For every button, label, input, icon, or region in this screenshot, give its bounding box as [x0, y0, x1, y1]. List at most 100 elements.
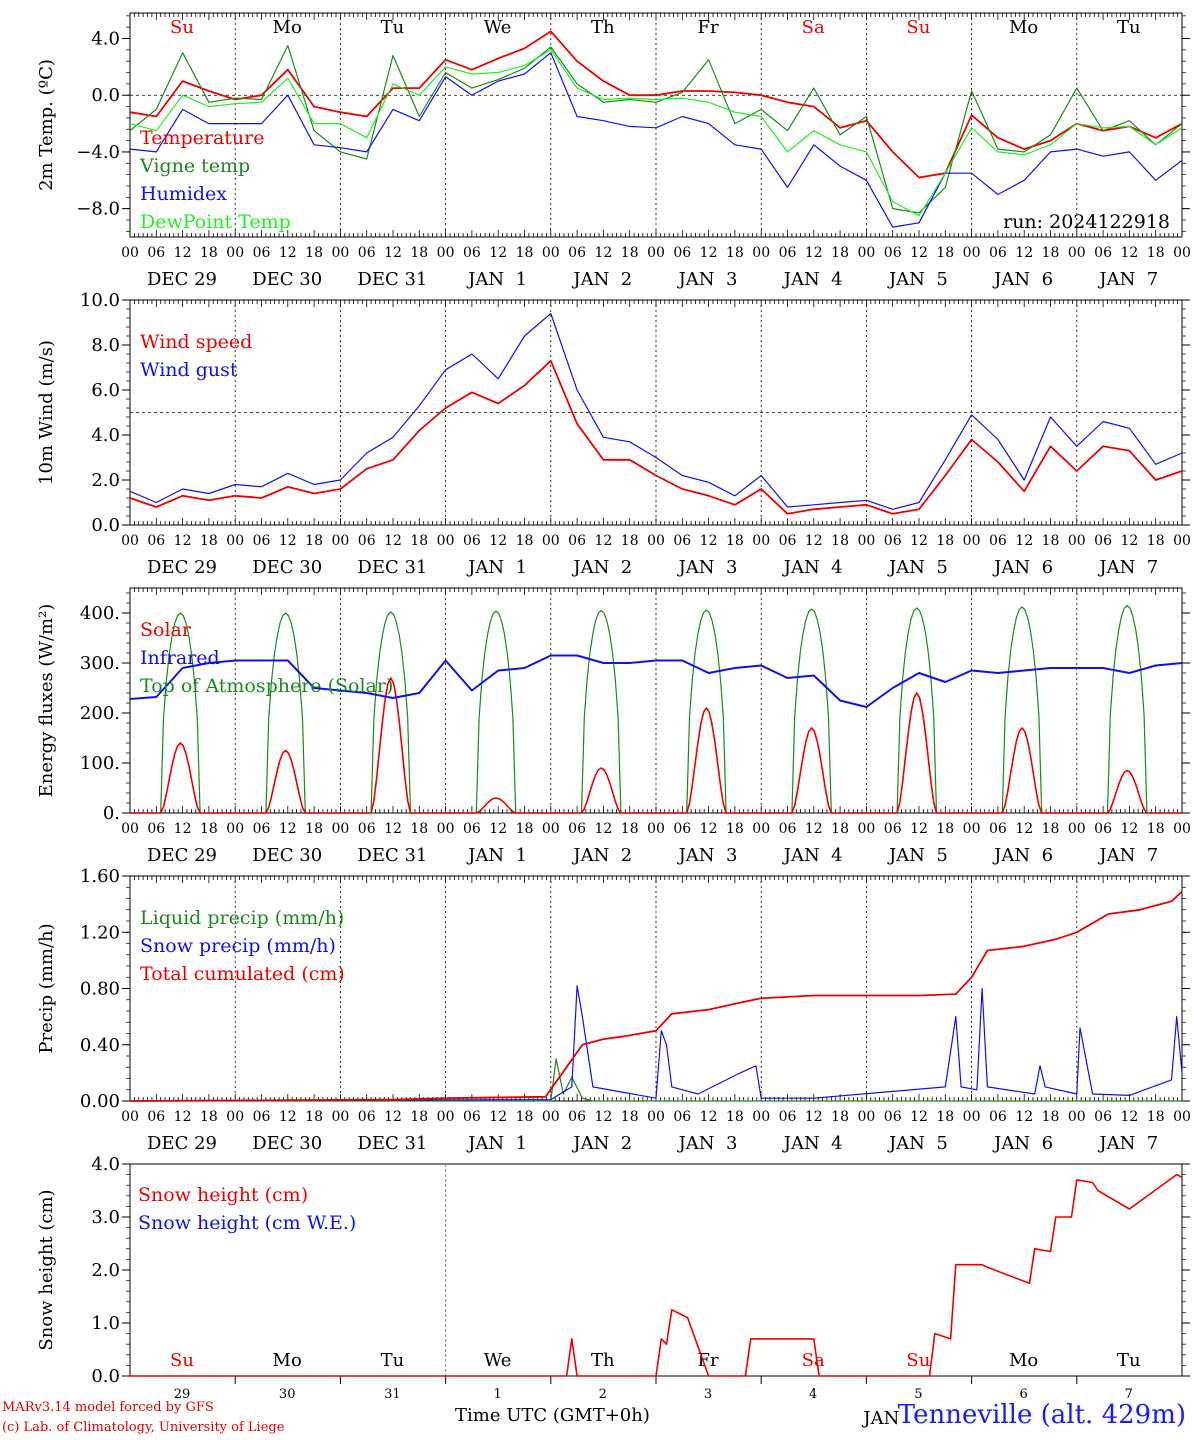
weekday-label: Th	[591, 17, 615, 38]
hour-label: 06	[779, 245, 797, 261]
hour-label: 00	[1173, 821, 1191, 837]
hour-label: 18	[200, 245, 218, 261]
hour-label: 18	[831, 245, 849, 261]
date-label: JAN 3	[677, 845, 738, 866]
hour-label: 00	[331, 821, 349, 837]
date-label: JAN 7	[1097, 845, 1158, 866]
hour-label: 06	[989, 821, 1007, 837]
hour-label: 12	[489, 821, 507, 837]
weekday-label: Su	[906, 1350, 930, 1371]
date-label: JAN 5	[887, 557, 948, 578]
y-tick-label: −8.0	[76, 199, 120, 220]
day-number: 29	[174, 1387, 191, 1402]
y-tick-label: 0.0	[91, 1366, 120, 1387]
hour-label: 00	[437, 245, 455, 261]
y-tick-label: 0.0	[91, 85, 120, 106]
y-tick-label: 1.0	[91, 1313, 120, 1334]
hour-label: 06	[884, 821, 902, 837]
y-tick-label: 2.0	[91, 470, 120, 491]
hour-label: 12	[1120, 245, 1138, 261]
hour-label: 18	[726, 245, 744, 261]
hour-label: 12	[594, 821, 612, 837]
date-label: JAN 3	[677, 1133, 738, 1154]
hour-label: 18	[621, 533, 639, 549]
hour-label: 18	[1147, 245, 1165, 261]
date-label: JAN 2	[571, 845, 632, 866]
y-axis-title: 2m Temp. (ºC)	[36, 59, 57, 191]
day-number: 3	[704, 1387, 712, 1402]
weekday-label: Su	[170, 17, 194, 38]
weekday-label: We	[484, 1350, 512, 1371]
hour-label: 12	[805, 245, 823, 261]
y-tick-label: 3.0	[91, 1207, 120, 1228]
weekday-label: Fr	[697, 1350, 718, 1371]
legend-entry: Humidex	[140, 183, 227, 205]
weekday-label: Tu	[381, 17, 405, 38]
hour-label: 18	[516, 821, 534, 837]
weekday-label: Sa	[802, 17, 825, 38]
day-number: 4	[809, 1387, 817, 1402]
date-label: DEC 29	[147, 557, 217, 578]
series-liquid-precip-mm-h-	[130, 1058, 1182, 1102]
hour-label: 12	[174, 821, 192, 837]
legend-entry: Snow height (cm)	[138, 1184, 308, 1206]
day-number: 6	[1019, 1387, 1027, 1402]
hour-label: 12	[1120, 533, 1138, 549]
hour-label: 00	[226, 245, 244, 261]
hour-label: 00	[857, 821, 875, 837]
hour-label: 12	[700, 245, 718, 261]
hour-label: 06	[884, 533, 902, 549]
series-dewpoint-temp	[129, 49, 1183, 217]
hour-label: 00	[647, 821, 665, 837]
date-label: JAN 7	[1097, 269, 1158, 290]
hour-label: 00	[857, 533, 875, 549]
hour-label: 06	[358, 245, 376, 261]
hour-label: 12	[279, 245, 297, 261]
hour-label: 00	[121, 533, 139, 549]
hour-label: 12	[1015, 821, 1033, 837]
panel-2: 0.0 2.0 4.0 6.0 8.0 10.0 10m Wind (m/s) 00 06 12 1…	[36, 290, 1191, 578]
hour-label: 12	[700, 1109, 718, 1125]
hour-label: 06	[568, 245, 586, 261]
weekday-label: Th	[591, 1350, 615, 1371]
series-solar	[130, 677, 1182, 814]
series-infrared	[129, 654, 1183, 708]
hour-label: 18	[305, 533, 323, 549]
hour-label: 12	[1015, 245, 1033, 261]
hour-label: 18	[516, 245, 534, 261]
y-tick-label: 2.0	[91, 1260, 120, 1281]
hour-label: 06	[463, 821, 481, 837]
credit-model: MARv3.14 model forced by GFS	[2, 1400, 214, 1415]
date-label: DEC 29	[147, 1133, 217, 1154]
hour-label: 06	[779, 821, 797, 837]
hour-label: 00	[437, 1109, 455, 1125]
panel-5: 0.0 1.0 2.0 3.0 4.0 Snow height (cm)	[36, 1154, 1190, 1387]
hour-label: 12	[489, 533, 507, 549]
hour-label: 06	[673, 533, 691, 549]
hour-label: 18	[1147, 1109, 1165, 1125]
hour-label: 06	[358, 1109, 376, 1125]
hour-label: 00	[331, 1109, 349, 1125]
hour-label: 12	[279, 533, 297, 549]
hour-label: 12	[384, 1109, 402, 1125]
hour-label: 18	[200, 1109, 218, 1125]
weekday-label: Tu	[1117, 17, 1141, 38]
y-tick-label: 6.0	[91, 380, 120, 401]
y-tick-label: 4.0	[91, 1154, 120, 1175]
hour-label: 06	[253, 821, 271, 837]
hour-label: 12	[174, 533, 192, 549]
legend-entry: Temperature	[140, 127, 264, 149]
legend-entry: Liquid precip (mm/h)	[140, 907, 344, 929]
hour-label: 12	[384, 533, 402, 549]
legend-entry: DewPoint Temp	[140, 211, 291, 233]
day-number: 1	[493, 1387, 501, 1402]
hour-label: 06	[989, 245, 1007, 261]
hour-label: 06	[989, 533, 1007, 549]
y-tick-label: 100.	[80, 753, 120, 774]
hour-label: 18	[936, 1109, 954, 1125]
hour-label: 18	[1147, 533, 1165, 549]
y-tick-label: 300.	[80, 653, 120, 674]
hour-label: 00	[542, 821, 560, 837]
hour-label: 06	[884, 1109, 902, 1125]
hour-label: 18	[410, 1109, 428, 1125]
